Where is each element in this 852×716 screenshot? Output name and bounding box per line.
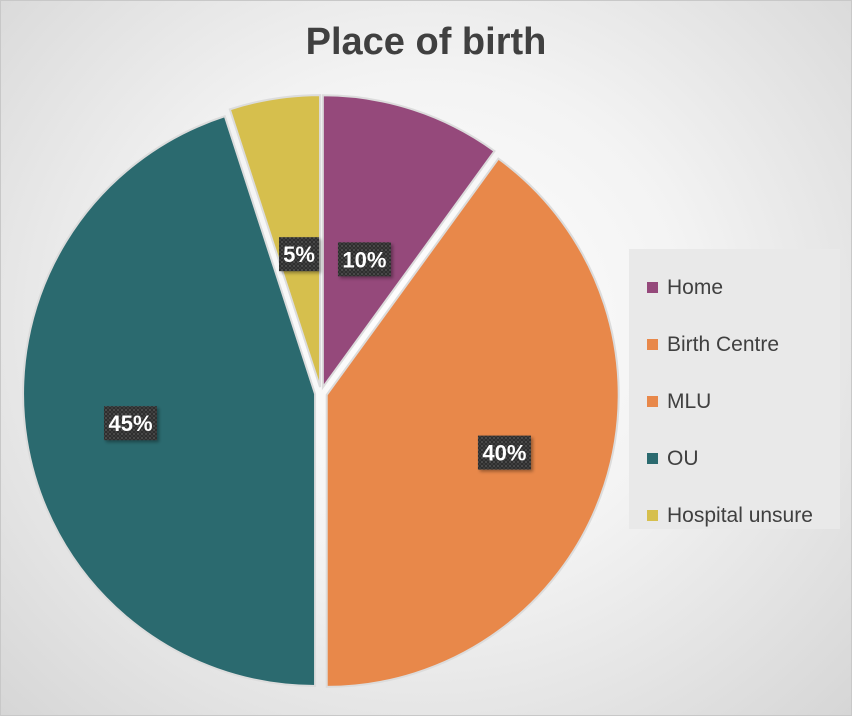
legend-swatch xyxy=(647,396,658,407)
chart-title: Place of birth xyxy=(305,21,547,63)
data-label-box xyxy=(337,242,391,277)
data-label-box xyxy=(103,406,157,441)
data-label-box xyxy=(279,237,320,272)
pie-slice-hospital-unsure xyxy=(228,94,322,388)
pie-slice-ou xyxy=(22,114,317,687)
data-label-mlu: 40% xyxy=(477,435,531,470)
data-label-hospital-unsure: 5% xyxy=(279,237,320,272)
legend-item-birth-centre: Birth Centre xyxy=(647,316,840,373)
legend-label: OU xyxy=(667,446,699,470)
pie-slice-home xyxy=(321,94,496,391)
data-label-text: 5% xyxy=(283,242,315,267)
legend-item-hospital-unsure: Hospital unsure xyxy=(647,487,840,544)
data-label-home: 10% xyxy=(337,242,391,277)
legend-item-home: Home xyxy=(647,259,840,316)
legend-label: Home xyxy=(667,275,724,299)
pie-slice-mlu xyxy=(325,157,620,688)
legend-label: Hospital unsure xyxy=(667,503,813,527)
legend-label: MLU xyxy=(667,389,712,413)
legend-swatch xyxy=(647,453,658,464)
legend-swatch xyxy=(647,282,658,293)
legend-item-mlu: MLU xyxy=(647,373,840,430)
legend-swatch xyxy=(647,339,658,350)
data-label-text: 10% xyxy=(342,247,386,272)
data-label-text: 45% xyxy=(108,411,152,436)
legend-swatch xyxy=(647,510,658,521)
data-label-text: 40% xyxy=(482,441,526,466)
legend-label: Birth Centre xyxy=(667,332,780,356)
legend-item-ou: OU xyxy=(647,430,840,487)
data-label-box xyxy=(477,435,531,470)
legend: Home Birth Centre MLU OU Hospital unsure xyxy=(629,249,840,529)
data-label-ou: 45% xyxy=(103,406,157,441)
